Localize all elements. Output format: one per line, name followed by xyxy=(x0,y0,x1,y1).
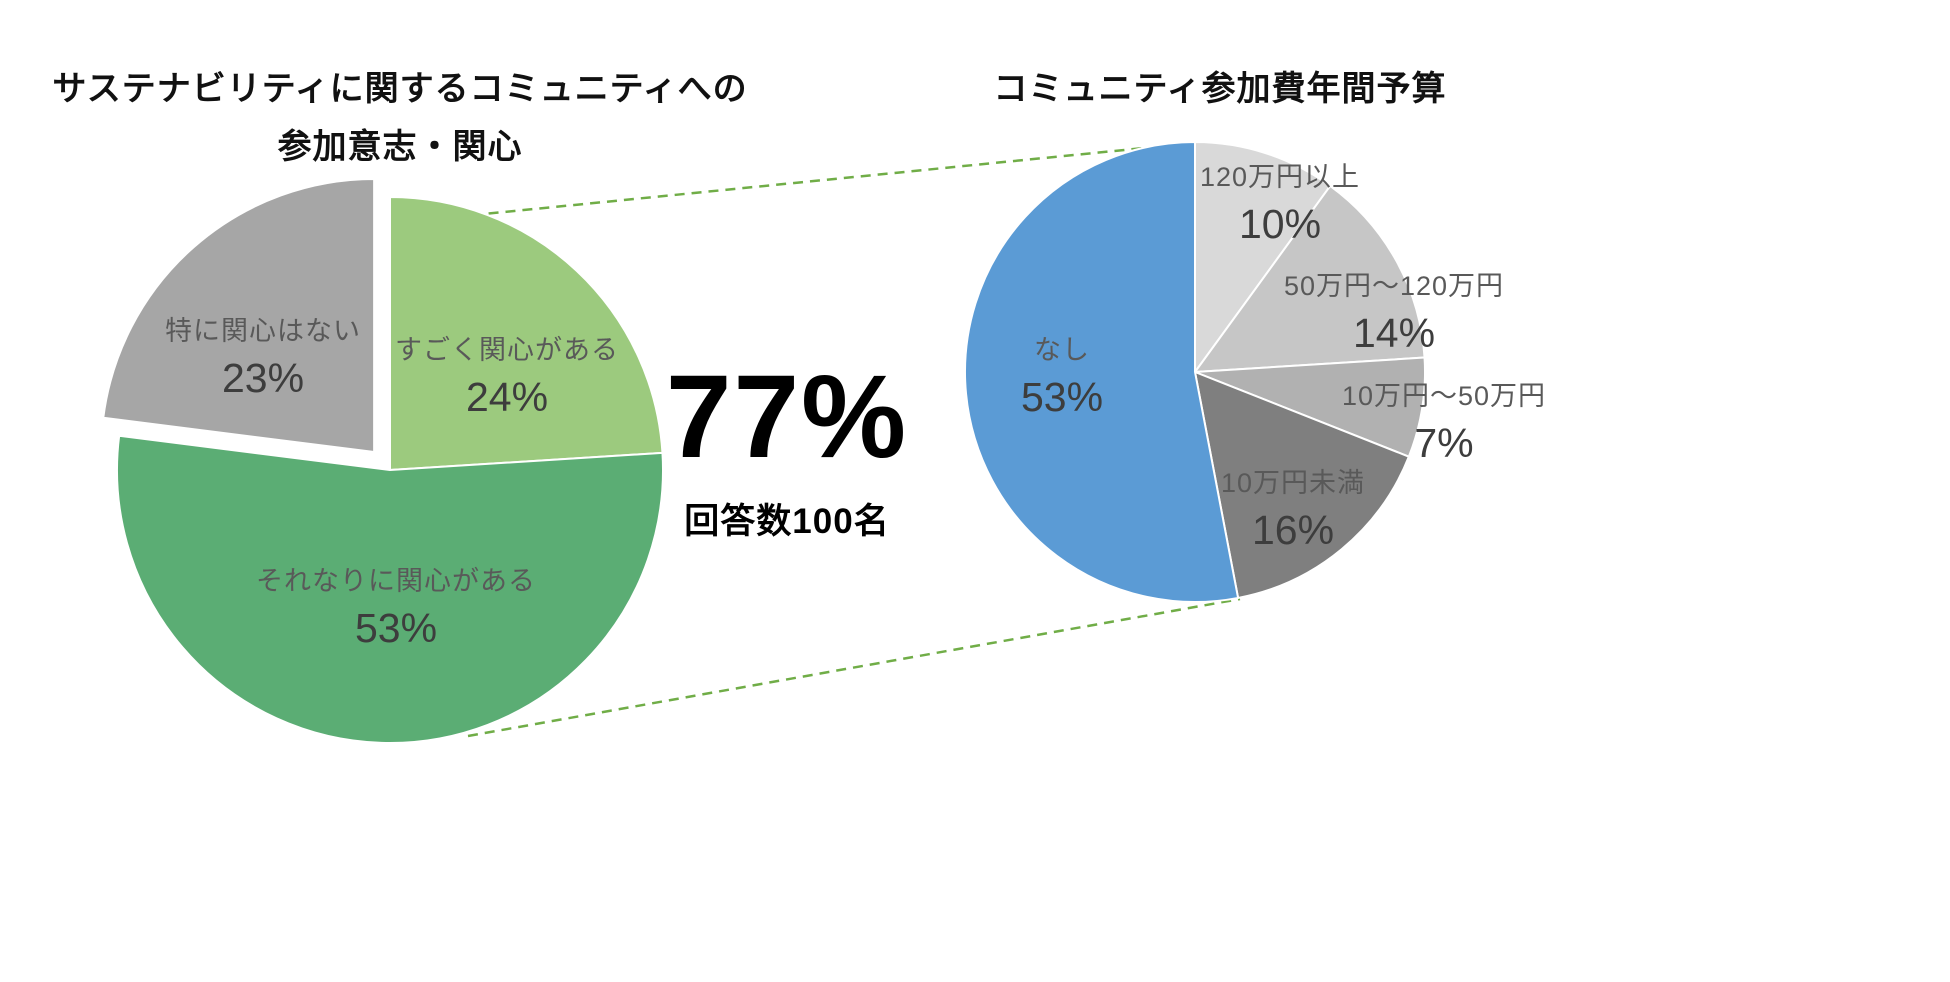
pie-1-slice-3 xyxy=(102,177,376,453)
slice-percent-label: 10% xyxy=(1238,201,1322,247)
pie-2-slice-3 xyxy=(1194,356,1426,458)
slice-category-label: 50万円〜120万円 xyxy=(1283,271,1505,301)
left-chart-title-line-2: 参加意志・関心 xyxy=(277,128,523,166)
pie-1-slice-1 xyxy=(389,196,664,471)
pie-2-label-4: 10万円未満 16% xyxy=(1221,463,1365,557)
slice-category-label: 120万円以上 xyxy=(1199,162,1361,192)
slice-category-label: なし xyxy=(1034,335,1090,365)
slice-category-label: 10万円〜50万円 xyxy=(1341,381,1547,411)
slice-category-label: 特に関心はない xyxy=(165,316,361,346)
pie-1-slice-2 xyxy=(116,434,664,744)
respondent-count: 回答数100名 xyxy=(684,502,890,541)
connector-dashed-line-1 xyxy=(403,144,1165,224)
slice-percent-label: 14% xyxy=(1352,310,1436,356)
slice-category-label: それなりに関心がある xyxy=(256,566,536,596)
pie-1-label-2: それなりに関心がある 53% xyxy=(256,561,536,655)
slice-percent-label: 53% xyxy=(1020,374,1104,420)
connector-dashed-line-2 xyxy=(467,597,1241,738)
pie-1-label-3: 特に関心はない 23% xyxy=(165,311,361,405)
pie-2-slice-4 xyxy=(1194,371,1410,599)
pie-2-label-2: 50万円〜120万円 14% xyxy=(1284,266,1504,360)
highlight-annotation: 77% 回答数100名 xyxy=(637,356,937,544)
slice-percent-label: 7% xyxy=(1414,420,1474,466)
pie-2-slice-2 xyxy=(1194,184,1426,373)
slice-category-label: 10万円未満 xyxy=(1220,468,1366,498)
pie-1-label-1: すごく関心がある 24% xyxy=(395,330,619,424)
left-chart-title-line-1: サステナビリティに関するコミュニティへの xyxy=(52,70,748,108)
slice-percent-label: 24% xyxy=(465,374,549,420)
pie-2-label-3: 10万円〜50万円 7% xyxy=(1342,376,1546,470)
pie-2-slice-1 xyxy=(1194,141,1332,373)
left-chart-title: サステナビリティに関するコミュニティへの 参加意志・関心 xyxy=(0,60,800,176)
slice-percent-label: 16% xyxy=(1251,507,1335,553)
highlight-percent-value: 77% xyxy=(665,351,909,483)
slice-category-label: すごく関心がある xyxy=(395,335,619,365)
slice-percent-label: 23% xyxy=(221,355,305,401)
pie-2-label-5: なし 53% xyxy=(1021,330,1103,424)
right-chart-title: コミュニティ参加費年間予算 xyxy=(993,70,1447,108)
slice-percent-label: 53% xyxy=(354,605,438,651)
pie-2-slice-5 xyxy=(964,141,1240,603)
pie-2-label-1: 120万円以上 10% xyxy=(1200,157,1360,251)
